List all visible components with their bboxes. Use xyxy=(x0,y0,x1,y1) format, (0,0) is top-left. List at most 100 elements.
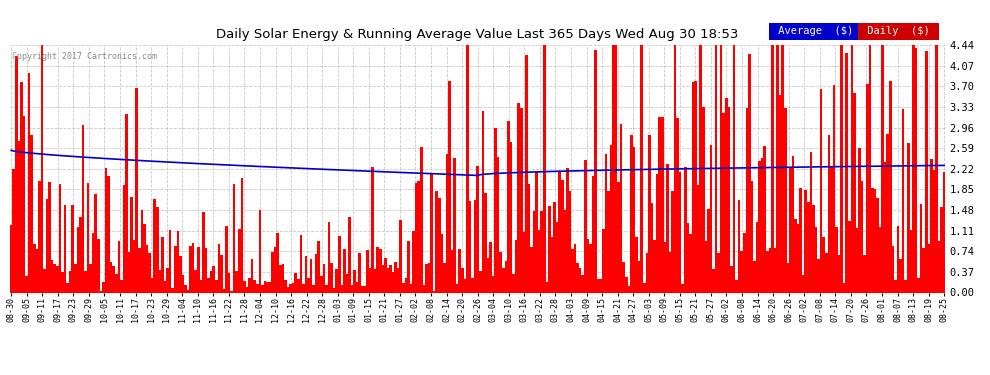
Bar xyxy=(341,285,344,292)
Bar xyxy=(13,169,15,292)
Bar xyxy=(381,266,384,292)
Bar xyxy=(244,281,246,292)
Bar xyxy=(855,228,858,292)
Bar xyxy=(61,272,63,292)
Bar xyxy=(507,121,510,292)
Bar xyxy=(668,252,671,292)
Bar xyxy=(118,241,120,292)
Bar xyxy=(541,211,544,292)
Bar xyxy=(531,247,533,292)
Bar xyxy=(886,135,889,292)
Bar xyxy=(848,221,850,292)
Bar xyxy=(938,241,940,292)
Bar xyxy=(631,135,633,292)
Bar xyxy=(648,135,650,292)
Bar xyxy=(792,156,794,292)
Bar xyxy=(253,280,256,292)
Bar xyxy=(156,207,158,292)
Bar xyxy=(289,284,292,292)
Bar xyxy=(768,248,771,292)
Bar xyxy=(561,180,563,292)
Bar xyxy=(166,268,169,292)
Bar xyxy=(250,259,253,292)
Bar xyxy=(807,202,810,292)
Bar xyxy=(225,226,228,292)
Bar xyxy=(220,255,223,292)
Bar xyxy=(223,289,225,292)
Bar xyxy=(533,211,536,292)
Bar xyxy=(823,237,825,292)
Bar xyxy=(779,95,781,292)
Bar xyxy=(558,172,561,292)
Bar xyxy=(228,273,231,292)
Bar xyxy=(645,254,648,292)
Bar xyxy=(418,181,420,292)
Bar xyxy=(563,210,566,292)
Bar xyxy=(31,135,33,292)
Bar xyxy=(671,191,674,292)
Bar xyxy=(641,45,643,292)
Bar xyxy=(261,285,263,292)
Bar xyxy=(771,45,774,292)
Bar xyxy=(113,266,115,292)
Bar xyxy=(830,166,833,292)
Bar xyxy=(455,284,458,292)
Bar xyxy=(28,74,31,292)
Bar xyxy=(256,284,258,292)
Bar xyxy=(702,107,705,292)
Bar xyxy=(231,291,233,292)
Bar xyxy=(328,222,331,292)
Bar xyxy=(936,45,938,292)
Bar xyxy=(384,258,387,292)
Bar xyxy=(141,210,144,292)
Bar xyxy=(484,193,487,292)
Bar xyxy=(881,45,884,292)
Bar xyxy=(518,102,520,292)
Bar xyxy=(618,182,620,292)
Bar xyxy=(548,206,550,292)
Bar xyxy=(50,260,53,292)
Text: Copyright 2017 Cartronics.com: Copyright 2017 Cartronics.com xyxy=(12,53,156,62)
Bar xyxy=(120,280,123,292)
Bar xyxy=(126,114,128,292)
Bar xyxy=(525,55,528,292)
Bar xyxy=(320,276,323,292)
Bar xyxy=(892,246,894,292)
Bar xyxy=(179,256,181,292)
Bar xyxy=(448,81,450,292)
Bar xyxy=(907,143,910,292)
Bar xyxy=(438,198,441,292)
Bar xyxy=(858,148,861,292)
Bar xyxy=(331,263,333,292)
Bar xyxy=(128,252,131,292)
Bar xyxy=(461,268,463,292)
Bar xyxy=(925,51,928,292)
Bar xyxy=(297,279,300,292)
Bar xyxy=(238,230,241,292)
Bar xyxy=(407,241,410,292)
Bar xyxy=(376,246,379,292)
Bar xyxy=(720,45,723,292)
Bar xyxy=(899,259,902,292)
Bar xyxy=(148,253,150,292)
Bar xyxy=(861,181,863,292)
Bar xyxy=(510,142,512,292)
Bar xyxy=(589,244,592,292)
Bar xyxy=(741,251,742,292)
Bar xyxy=(599,279,602,292)
Bar xyxy=(150,278,153,292)
Bar xyxy=(528,184,531,292)
Bar xyxy=(176,231,179,292)
Bar xyxy=(146,245,148,292)
Bar xyxy=(620,124,623,292)
Bar xyxy=(268,282,271,292)
Bar xyxy=(236,271,238,292)
Bar xyxy=(94,194,97,292)
Bar xyxy=(515,240,518,292)
Bar xyxy=(49,182,50,292)
Bar xyxy=(171,288,174,292)
Bar xyxy=(476,165,479,292)
Bar xyxy=(889,81,892,292)
Bar xyxy=(636,237,638,292)
Bar xyxy=(905,280,907,292)
